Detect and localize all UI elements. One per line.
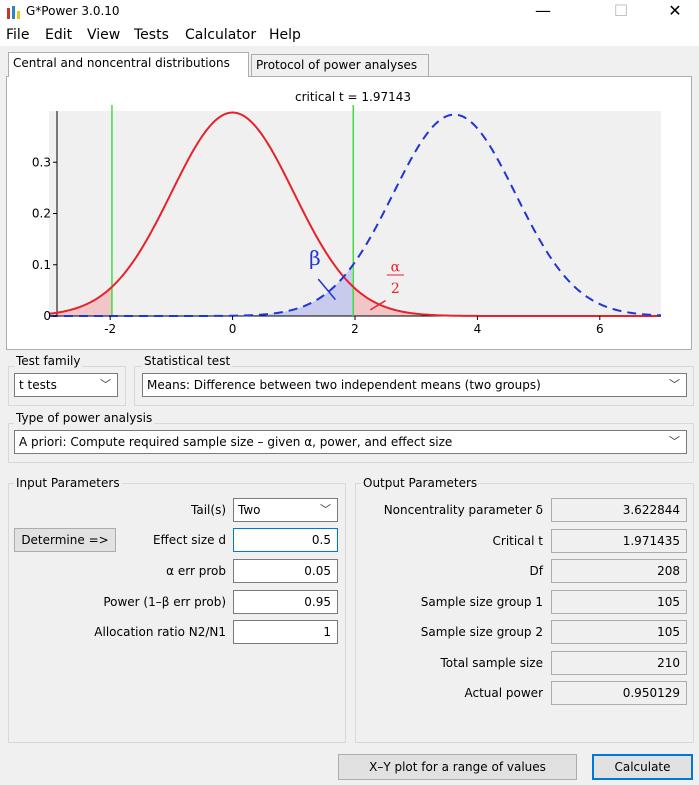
statistical-test-value: Means: Difference between two independen… bbox=[147, 378, 541, 392]
menu-view[interactable]: View bbox=[87, 27, 121, 43]
x-tick-label: 2 bbox=[351, 322, 359, 336]
alpha-annotation-numerator: α bbox=[391, 259, 401, 275]
output-label: Critical t bbox=[492, 533, 544, 548]
gpower-app-icon bbox=[7, 6, 20, 19]
beta-annotation: β bbox=[309, 246, 321, 270]
menu-bar: File Edit View Tests Calculator Help bbox=[0, 24, 699, 46]
x-tick-label: -2 bbox=[104, 322, 116, 336]
menu-calculator[interactable]: Calculator bbox=[185, 27, 257, 43]
output-label: Df bbox=[529, 564, 543, 578]
output-value: 105 bbox=[551, 589, 687, 614]
effect-size-label: Effect size d bbox=[152, 533, 226, 547]
noncentral-distribution-curve bbox=[49, 113, 662, 317]
close-icon[interactable]: ✕ bbox=[668, 1, 682, 20]
test-family-select[interactable]: t tests ﹀ bbox=[14, 373, 118, 397]
chevron-down-icon: ﹀ bbox=[100, 378, 111, 391]
allocation-ratio-label: Allocation ratio N2/N1 bbox=[94, 625, 226, 639]
title-bar: G*Power 3.0.10 — ☐ ✕ bbox=[0, 0, 699, 24]
beta-pointer bbox=[317, 278, 336, 301]
allocation-ratio-input[interactable]: 1 bbox=[233, 620, 338, 644]
maximize-icon[interactable]: ☐ bbox=[613, 1, 629, 20]
power-analysis-group bbox=[8, 423, 694, 463]
output-value: 210 bbox=[551, 650, 687, 675]
central-distribution-curve bbox=[48, 111, 661, 317]
output-label: Sample size group 1 bbox=[420, 594, 543, 609]
power-label: Power (1–β err prob) bbox=[103, 595, 226, 609]
chart-title: critical t = 1.97143 bbox=[295, 90, 411, 104]
distribution-plot-panel: critical t = 1.97143 -2 0 2 4 6 0 0.1 0.2 0.3 β α 2 bbox=[6, 76, 692, 350]
power-analysis-select[interactable]: A priori: Compute required sample size –… bbox=[14, 430, 687, 454]
alpha-region-left bbox=[49, 287, 112, 316]
x-tick-label: 4 bbox=[474, 322, 482, 336]
statistical-test-group bbox=[134, 366, 694, 406]
alpha-annotation-denominator: 2 bbox=[391, 281, 400, 297]
output-parameters-group bbox=[355, 483, 694, 743]
window-title: G*Power 3.0.10 bbox=[26, 4, 120, 18]
test-family-value: t tests bbox=[19, 378, 57, 392]
alpha-input[interactable]: 0.05 bbox=[233, 559, 338, 583]
menu-edit[interactable]: Edit bbox=[45, 27, 73, 43]
effect-size-input[interactable]: 0.5 bbox=[233, 528, 338, 552]
y-tick-label: 0.1 bbox=[32, 258, 51, 272]
tab-protocol[interactable]: Protocol of power analyses bbox=[251, 54, 429, 76]
output-parameters-label: Output Parameters bbox=[361, 476, 480, 490]
menu-file[interactable]: File bbox=[6, 27, 30, 43]
tails-select[interactable]: Two ﹀ bbox=[233, 498, 338, 522]
tab-distributions[interactable]: Central and noncentral distributions bbox=[8, 52, 249, 77]
alpha-pointer bbox=[369, 299, 386, 311]
y-tick-label: 0.2 bbox=[32, 207, 51, 221]
statistical-test-label: Statistical test bbox=[142, 354, 233, 368]
test-family-label: Test family bbox=[14, 354, 83, 368]
output-value: 3.622844 bbox=[551, 498, 687, 522]
x-tick-label: 0 bbox=[229, 322, 237, 336]
output-label: Noncentrality parameter δ bbox=[383, 503, 543, 517]
output-value: 0.950129 bbox=[551, 681, 687, 705]
calculate-button[interactable]: Calculate bbox=[592, 754, 693, 780]
power-input[interactable]: 0.95 bbox=[233, 590, 338, 614]
power-analysis-value: A priori: Compute required sample size –… bbox=[19, 435, 453, 449]
alpha-label: α err prob bbox=[166, 564, 226, 578]
power-analysis-label: Type of power analysis bbox=[14, 411, 155, 425]
determine-button[interactable]: Determine => bbox=[14, 528, 116, 552]
output-label: Sample size group 2 bbox=[420, 625, 543, 639]
alpha-region-right bbox=[353, 287, 661, 316]
chevron-down-icon: ﹀ bbox=[669, 378, 680, 391]
tails-label: Tail(s) bbox=[191, 503, 226, 517]
statistical-test-select[interactable]: Means: Difference between two independen… bbox=[142, 373, 687, 397]
x-tick-label: 6 bbox=[596, 322, 604, 336]
output-label: Actual power bbox=[464, 686, 544, 700]
y-tick-label: 0 bbox=[43, 309, 51, 323]
output-value: 105 bbox=[551, 620, 687, 644]
menu-help[interactable]: Help bbox=[269, 27, 301, 43]
y-tick-label: 0.3 bbox=[32, 155, 51, 169]
chevron-down-icon: ﹀ bbox=[669, 435, 680, 448]
xy-plot-button[interactable]: X–Y plot for a range of values bbox=[338, 754, 577, 780]
plot-area bbox=[49, 111, 661, 316]
chevron-down-icon: ﹀ bbox=[320, 503, 331, 516]
distribution-plot: critical t = 1.97143 -2 0 2 4 6 0 0.1 0.2 0.3 β α 2 bbox=[32, 90, 662, 336]
menu-tests[interactable]: Tests bbox=[134, 27, 169, 43]
output-value: 1.971435 bbox=[551, 528, 687, 553]
output-label: Total sample size bbox=[440, 655, 543, 670]
tails-value: Two bbox=[238, 503, 261, 517]
beta-region bbox=[111, 266, 354, 316]
input-parameters-label: Input Parameters bbox=[14, 476, 122, 490]
input-parameters-group bbox=[8, 483, 346, 743]
minimize-icon[interactable]: — bbox=[535, 1, 551, 20]
output-value: 208 bbox=[551, 559, 687, 583]
